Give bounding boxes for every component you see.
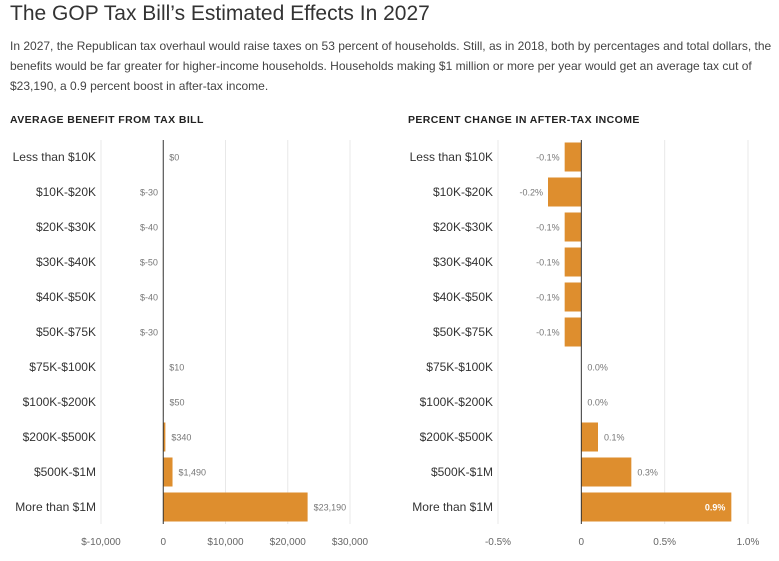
benefit-value-label: $23,190 — [314, 503, 347, 513]
pct-bar — [581, 492, 732, 522]
pct-value-label: 0.9% — [705, 503, 726, 513]
pct-category-label: $40K-$50K — [433, 290, 493, 304]
benefit-bar — [163, 492, 308, 522]
benefit-value-label: $-50 — [140, 258, 158, 268]
benefit-tick-label: $-10,000 — [81, 537, 121, 548]
benefit-category-label: $100K-$200K — [23, 395, 96, 409]
benefit-value-label: $1,490 — [179, 468, 207, 478]
pct-category-label: Less than $10K — [410, 150, 493, 164]
pct-bar — [564, 142, 582, 172]
pct-value-label: -0.1% — [536, 293, 560, 303]
pct-category-label: $20K-$30K — [433, 220, 493, 234]
benefit-value-label: $340 — [171, 433, 191, 443]
benefit-value-label: $0 — [169, 153, 179, 163]
pct-tick-label: 0.5% — [653, 537, 676, 548]
pct-tick-label: 1.0% — [737, 537, 760, 548]
pct-bar — [564, 317, 582, 347]
chart-title-average-benefit: AVERAGE BENEFIT FROM TAX BILL — [10, 114, 204, 126]
pct-category-label: $500K-$1M — [431, 465, 493, 479]
pct-value-label: 0.0% — [587, 363, 608, 373]
benefit-category-label: $30K-$40K — [36, 255, 96, 269]
pct-bar — [564, 247, 582, 277]
pct-bar — [581, 422, 598, 452]
pct-tick-label: 0 — [579, 537, 585, 548]
benefit-value-label: $-40 — [140, 293, 158, 303]
pct-category-label: $100K-$200K — [420, 395, 493, 409]
pct-bar — [548, 177, 582, 207]
pct-value-label: -0.1% — [536, 258, 560, 268]
pct-value-label: 0.3% — [637, 468, 658, 478]
benefit-value-label: $50 — [170, 398, 185, 408]
benefit-category-label: More than $1M — [15, 500, 96, 514]
pct-category-label: $30K-$40K — [433, 255, 493, 269]
pct-value-label: 0.1% — [604, 433, 625, 443]
benefit-category-label: $500K-$1M — [34, 465, 96, 479]
benefit-category-label: $40K-$50K — [36, 290, 96, 304]
benefit-tick-label: 0 — [160, 537, 166, 548]
benefit-category-label: $50K-$75K — [36, 325, 96, 339]
benefit-category-label: $200K-$500K — [23, 430, 96, 444]
benefit-value-label: $-40 — [140, 223, 158, 233]
pct-bar — [564, 212, 582, 242]
benefit-value-label: $10 — [169, 363, 184, 373]
pct-category-label: $50K-$75K — [433, 325, 493, 339]
pct-value-label: -0.2% — [519, 188, 543, 198]
pct-value-label: -0.1% — [536, 153, 560, 163]
page-description: In 2027, the Republican tax overhaul wou… — [10, 39, 772, 93]
pct-value-label: -0.1% — [536, 223, 560, 233]
chart-title-percent-change: PERCENT CHANGE IN AFTER-TAX INCOME — [408, 114, 640, 126]
pct-category-label: $10K-$20K — [433, 185, 493, 199]
page-title: The GOP Tax Bill’s Estimated Effects In … — [10, 2, 430, 25]
benefit-tick-label: $20,000 — [270, 537, 307, 548]
pct-tick-label: -0.5% — [485, 537, 511, 548]
pct-category-label: $75K-$100K — [426, 360, 493, 374]
pct-value-label: 0.0% — [587, 398, 608, 408]
pct-value-label: -0.1% — [536, 328, 560, 338]
benefit-category-label: Less than $10K — [13, 150, 96, 164]
pct-bar — [581, 457, 632, 487]
pct-category-label: More than $1M — [412, 500, 493, 514]
benefit-tick-label: $10,000 — [207, 537, 244, 548]
benefit-bar — [163, 457, 173, 487]
benefit-bar — [163, 422, 166, 452]
benefit-category-label: $10K-$20K — [36, 185, 96, 199]
benefit-value-label: $-30 — [140, 188, 158, 198]
benefit-value-label: $-30 — [140, 328, 158, 338]
benefit-category-label: $75K-$100K — [29, 360, 96, 374]
benefit-tick-label: $30,000 — [332, 537, 369, 548]
benefit-category-label: $20K-$30K — [36, 220, 96, 234]
pct-bar — [564, 282, 582, 312]
pct-category-label: $200K-$500K — [420, 430, 493, 444]
